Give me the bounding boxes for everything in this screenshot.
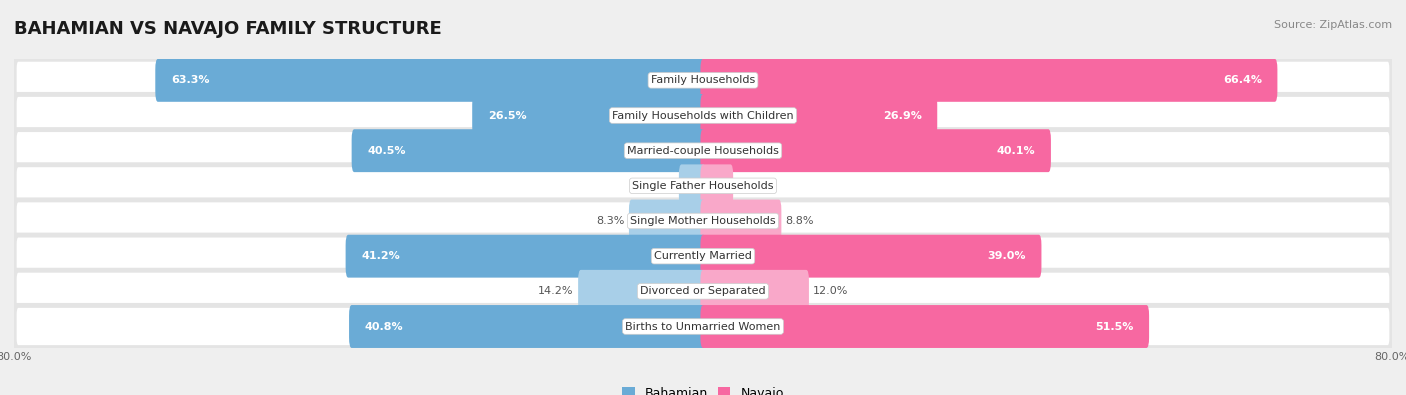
FancyBboxPatch shape (700, 94, 938, 137)
Text: Source: ZipAtlas.com: Source: ZipAtlas.com (1274, 20, 1392, 30)
FancyBboxPatch shape (346, 235, 706, 278)
FancyBboxPatch shape (11, 162, 1395, 209)
Text: 8.3%: 8.3% (596, 216, 624, 226)
FancyBboxPatch shape (11, 233, 1395, 280)
FancyBboxPatch shape (17, 273, 1389, 310)
FancyBboxPatch shape (11, 57, 1395, 104)
FancyBboxPatch shape (700, 235, 1042, 278)
FancyBboxPatch shape (11, 303, 1395, 350)
FancyBboxPatch shape (17, 132, 1389, 169)
FancyBboxPatch shape (578, 270, 706, 313)
Text: 14.2%: 14.2% (538, 286, 574, 296)
FancyBboxPatch shape (17, 62, 1389, 99)
Text: Single Father Households: Single Father Households (633, 181, 773, 191)
FancyBboxPatch shape (17, 97, 1389, 134)
Text: Births to Unmarried Women: Births to Unmarried Women (626, 322, 780, 331)
FancyBboxPatch shape (472, 94, 706, 137)
Text: Single Mother Households: Single Mother Households (630, 216, 776, 226)
Text: 12.0%: 12.0% (813, 286, 849, 296)
Text: 2.5%: 2.5% (647, 181, 675, 191)
Text: 8.8%: 8.8% (786, 216, 814, 226)
FancyBboxPatch shape (700, 129, 1050, 172)
Legend: Bahamian, Navajo: Bahamian, Navajo (617, 382, 789, 395)
Text: 40.1%: 40.1% (997, 146, 1035, 156)
Text: Married-couple Households: Married-couple Households (627, 146, 779, 156)
Text: 26.5%: 26.5% (488, 111, 526, 120)
FancyBboxPatch shape (11, 127, 1395, 174)
FancyBboxPatch shape (17, 167, 1389, 205)
Text: 40.8%: 40.8% (364, 322, 404, 331)
Text: 51.5%: 51.5% (1095, 322, 1133, 331)
Text: 63.3%: 63.3% (170, 75, 209, 85)
Text: Family Households: Family Households (651, 75, 755, 85)
FancyBboxPatch shape (679, 164, 706, 207)
Text: 40.5%: 40.5% (367, 146, 406, 156)
FancyBboxPatch shape (700, 199, 782, 243)
FancyBboxPatch shape (11, 268, 1395, 315)
FancyBboxPatch shape (155, 59, 706, 102)
Text: 66.4%: 66.4% (1223, 75, 1263, 85)
FancyBboxPatch shape (700, 270, 808, 313)
FancyBboxPatch shape (17, 237, 1389, 275)
FancyBboxPatch shape (628, 199, 706, 243)
Text: Currently Married: Currently Married (654, 251, 752, 261)
FancyBboxPatch shape (11, 92, 1395, 139)
FancyBboxPatch shape (17, 202, 1389, 240)
FancyBboxPatch shape (700, 59, 1278, 102)
FancyBboxPatch shape (700, 164, 733, 207)
Text: Family Households with Children: Family Households with Children (612, 111, 794, 120)
Text: 3.2%: 3.2% (738, 181, 766, 191)
Text: 41.2%: 41.2% (361, 251, 399, 261)
Text: Divorced or Separated: Divorced or Separated (640, 286, 766, 296)
Text: BAHAMIAN VS NAVAJO FAMILY STRUCTURE: BAHAMIAN VS NAVAJO FAMILY STRUCTURE (14, 20, 441, 38)
FancyBboxPatch shape (17, 308, 1389, 345)
Text: 26.9%: 26.9% (883, 111, 922, 120)
FancyBboxPatch shape (11, 198, 1395, 245)
FancyBboxPatch shape (352, 129, 706, 172)
FancyBboxPatch shape (349, 305, 706, 348)
FancyBboxPatch shape (700, 305, 1149, 348)
Text: 39.0%: 39.0% (987, 251, 1026, 261)
